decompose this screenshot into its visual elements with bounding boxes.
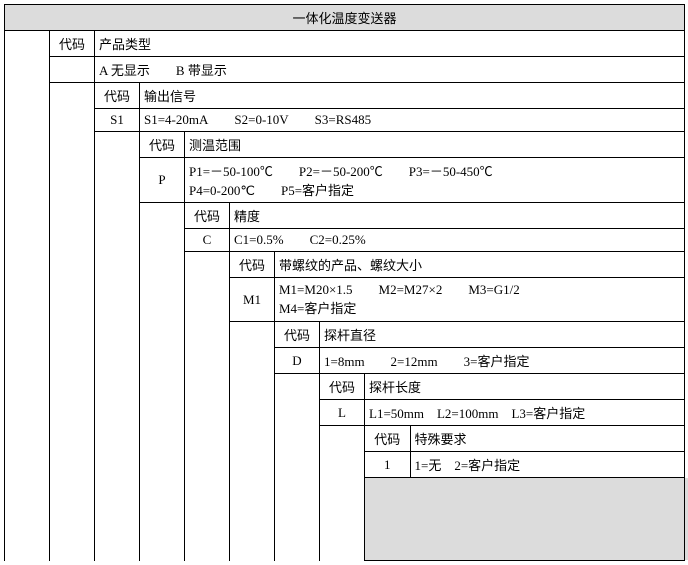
blank-col5 xyxy=(230,322,275,561)
header-output-signal: 输出信号 xyxy=(140,83,685,109)
value-temp: P1=－50-100℃ P2=－50-200℃ P3=－50-450℃ P4=0… xyxy=(185,158,685,203)
value-product: A 无显示 B 带显示 xyxy=(95,57,685,83)
value-special: 1=无 2=客户指定 xyxy=(410,452,676,477)
header-code-3: 代码 xyxy=(140,132,185,158)
code-signal: S1 xyxy=(95,109,140,132)
code-special: 1 xyxy=(365,452,410,477)
code-thread: M1 xyxy=(230,278,275,322)
header-special: 特殊要求 xyxy=(410,426,676,451)
blank-col6 xyxy=(275,374,320,561)
header-thread: 带螺纹的产品、螺纹大小 xyxy=(275,252,685,278)
header-temp-range: 测温范围 xyxy=(185,132,685,158)
header-code-4: 代码 xyxy=(185,203,230,229)
code-temp: P xyxy=(140,158,185,203)
header-code-1: 代码 xyxy=(50,31,95,57)
blank-col0 xyxy=(5,31,50,561)
code-length: L xyxy=(320,400,365,426)
value-accuracy: C1=0.5% C2=0.25% xyxy=(230,229,685,252)
header-accuracy: 精度 xyxy=(230,203,685,229)
code-accuracy: C xyxy=(185,229,230,252)
footer-blank xyxy=(365,478,685,561)
value-diameter: 1=8mm 2=12mm 3=客户指定 xyxy=(320,348,685,374)
blank-col1 xyxy=(50,83,95,561)
header-code-8-wrap: 代码 特殊要求 xyxy=(365,426,685,452)
value-length: L1=50mm L2=100mm L3=客户指定 xyxy=(365,400,685,426)
header-code-7: 代码 xyxy=(320,374,365,400)
cell-empty-1 xyxy=(50,57,95,83)
value-thread: M1=M20×1.5 M2=M27×2 M3=G1/2 M4=客户指定 xyxy=(275,278,685,322)
header-code-2: 代码 xyxy=(95,83,140,109)
header-length: 探杆长度 xyxy=(365,374,685,400)
header-diameter: 探杆直径 xyxy=(320,322,685,348)
blank-col3 xyxy=(140,203,185,561)
header-product-type: 产品类型 xyxy=(95,31,685,57)
header-code-8: 代码 xyxy=(365,426,410,451)
blank-col7 xyxy=(320,426,365,561)
blank-col2 xyxy=(95,132,140,561)
header-code-5: 代码 xyxy=(230,252,275,278)
blank-col4 xyxy=(185,252,230,561)
spec-table: 一体化温度变送器 代码 产品类型 A 无显示 B 带显示 代码 输出信号 S1 … xyxy=(4,4,685,561)
code-diameter: D xyxy=(275,348,320,374)
header-code-6: 代码 xyxy=(275,322,320,348)
special-row: 1 1=无 2=客户指定 xyxy=(365,452,685,478)
table-title: 一体化温度变送器 xyxy=(5,5,685,31)
value-signal: S1=4-20mA S2=0-10V S3=RS485 xyxy=(140,109,685,132)
